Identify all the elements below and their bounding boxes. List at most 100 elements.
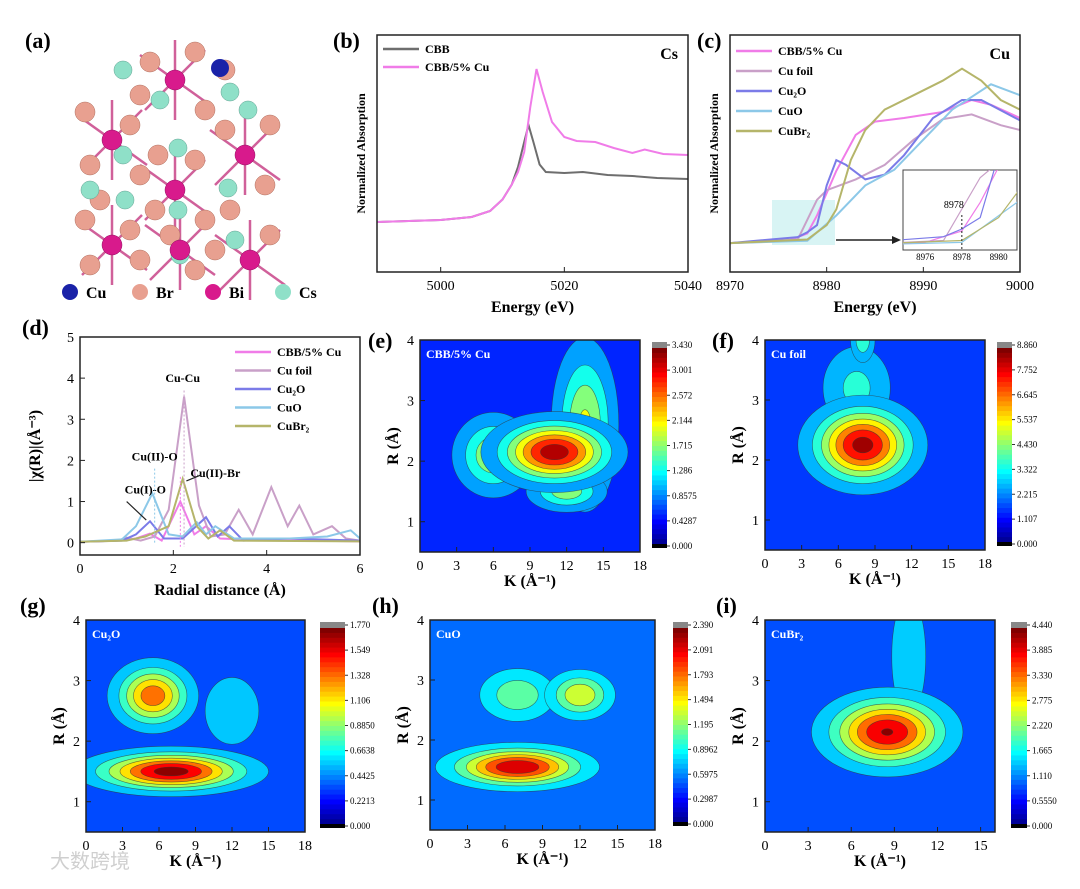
cs-atom [225,230,245,250]
colorbar-segment [673,666,688,673]
annotation-arrow [186,474,202,482]
colorbar-segment [673,768,688,775]
x-tick-label: 5040 [674,279,702,294]
colorbar-segment [652,367,667,374]
colorbar-tick-label: 0.000 [672,541,693,551]
colorbar-segment [997,391,1012,398]
colorbar-segment [320,642,345,649]
inset-series-line [903,191,1017,244]
colorbar-tick-label: 1.107 [1017,514,1038,524]
colorbar-tick-label: 4.440 [1032,620,1053,630]
colorbar-segment [997,469,1012,475]
x-tick-label: 0 [427,837,434,852]
panel-label: (b) [333,28,360,53]
series-line-cu-o [730,99,1020,245]
x-tick-label: 18 [648,837,662,852]
y-tick-label: 2 [407,455,414,470]
colorbar-segment [1011,784,1027,791]
contour-level [496,680,539,710]
colorbar-segment [320,696,345,703]
br-atom [139,51,161,73]
colorbar-segment [1011,814,1027,820]
x-tick-label: 6 [490,559,497,574]
colorbar-tick-label: 7.752 [1017,365,1037,375]
colorbar-tick-label: 0.000 [1017,539,1038,549]
colorbar-tick-label: 2.091 [693,645,713,655]
colorbar-tick-label: 1.715 [672,441,693,451]
colorbar-segment [673,817,688,823]
colorbar-segment [997,512,1012,519]
series-line-cubr- [80,475,360,543]
colorbar-tick-label: 1.195 [693,720,714,730]
x-axis-label: K (Å⁻¹) [849,570,901,588]
colorbar-segment [673,783,688,789]
x-tick-label: 0 [762,557,769,572]
colorbar-segment [673,729,688,736]
contour-level [204,677,260,745]
colorbar-segment [1011,726,1027,732]
map-title: CBB/5% Cu [426,347,491,361]
colorbar-over [320,622,345,628]
colorbar-segment [673,797,688,804]
inset-series-line [903,170,991,243]
legend-label: Bi [229,285,245,302]
x-tick-label: 3 [119,839,126,854]
y-axis-label: Normalized Absorption [707,93,721,214]
colorbar-segment [1011,667,1027,673]
colorbar-segment [997,522,1012,529]
colorbar-segment [997,352,1012,359]
colorbar-segment [652,499,667,506]
x-tick-label: 0 [417,559,424,574]
y-tick-label: 5 [67,331,74,346]
colorbar-segment [320,716,345,722]
colorbar-segment [1011,745,1027,752]
chart-c: 8970 8980 8990 9000 Energy (eV) Normalized Ab… [707,34,1034,316]
colorbar-segment [320,647,345,654]
br-atom [119,114,141,136]
colorbar-segment [997,367,1012,373]
colorbar-segment [652,382,667,388]
colorbar-segment [1011,730,1027,737]
colorbar-segment [320,726,345,732]
zoom-arrow-head [892,236,901,244]
br-atom [147,144,169,166]
colorbar-segment [1011,760,1027,766]
colorbar-tick-label: 0.4287 [672,516,697,526]
colorbar-segment [673,758,688,765]
colorbar-tick-label: 1.286 [672,466,693,476]
legend-label: Cu [86,285,107,302]
colorbar-segment [652,421,667,427]
peak-annotation: Cu-Cu [165,371,200,385]
br-atom [259,224,281,246]
colorbar-segment [652,509,667,516]
heatmap-group [420,340,640,552]
x-tick-label: 12 [560,559,574,574]
colorbar-segment [673,671,688,678]
inset-series [903,170,1017,245]
colorbar-segment [652,534,667,540]
x-tick-label: 8970 [716,279,744,294]
cs-atom [115,190,135,210]
colorbar-segment [320,740,345,747]
y-axis-label: R (Å) [384,427,402,465]
colorbar-segment [997,493,1012,499]
y-tick-label: 4 [407,334,414,349]
x-tick-label: 0 [77,562,84,577]
colorbar-segment [1011,721,1027,727]
colorbar-segment [320,809,345,815]
br-atom [184,149,206,171]
x-tick-label: 15 [262,839,276,854]
y-tick-label: 2 [752,454,759,469]
colorbar-segment [997,357,1012,364]
colorbar-tick-label: 8.860 [1017,340,1038,350]
colorbar-tick-label: 1.106 [350,695,371,705]
colorbar-segment [1011,652,1027,658]
colorbar-segment [997,425,1012,432]
colorbar-segment [673,676,688,682]
colorbar-segment [673,695,688,702]
series-group [730,67,1020,245]
colorbar-segment [997,517,1012,524]
panel-label: (g) [20,593,46,618]
legend-label: Cu₂O [778,84,806,98]
inset-frame [902,169,1018,251]
